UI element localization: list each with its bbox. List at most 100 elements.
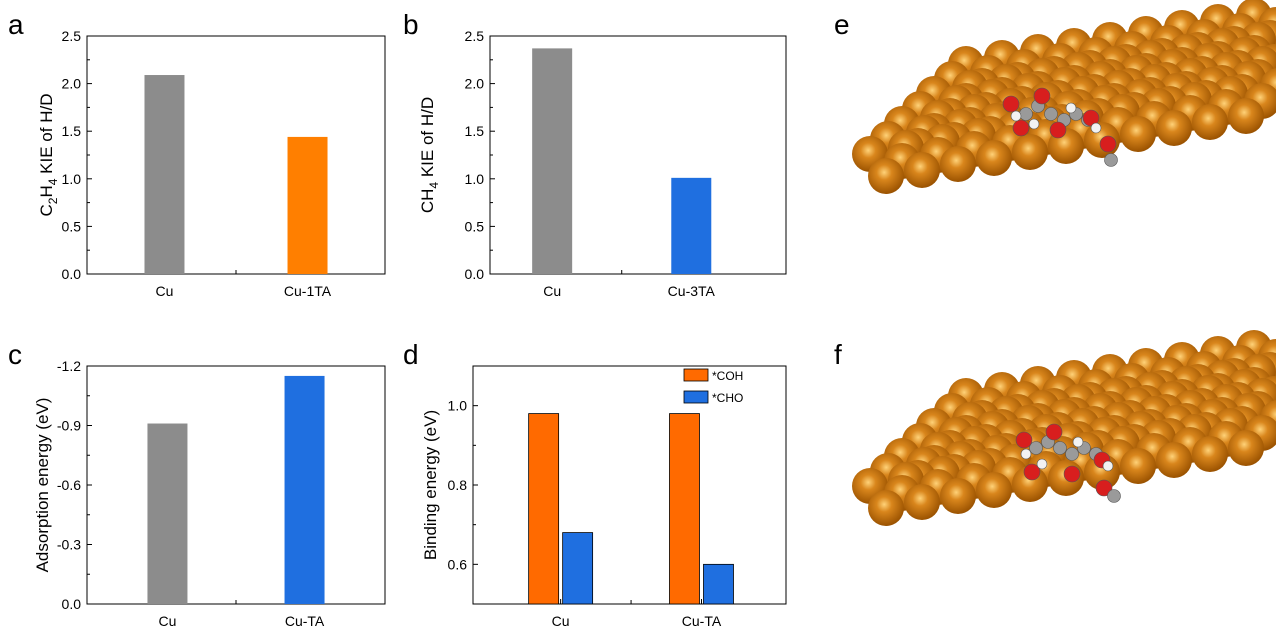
y-tick-label: 2.0 bbox=[465, 76, 485, 92]
y-axis-title: Adsorption energy (eV) bbox=[33, 398, 52, 573]
plot-frame bbox=[86, 35, 386, 275]
cu-atom bbox=[940, 478, 976, 514]
legend-swatch bbox=[683, 390, 709, 404]
bar-cho-cu-ta bbox=[703, 563, 734, 605]
y-tick-label: 0.8 bbox=[448, 477, 468, 493]
legend-label: *CHO bbox=[712, 391, 743, 405]
y-tick-label: 2.5 bbox=[62, 28, 82, 44]
oxygen-atom bbox=[1099, 135, 1117, 153]
bar-coh-cu bbox=[528, 413, 560, 605]
hydrogen-atom bbox=[1065, 102, 1077, 114]
cu-atom bbox=[1192, 104, 1228, 140]
y-tick-label: 0.5 bbox=[465, 218, 485, 234]
oxygen-atom bbox=[1015, 431, 1033, 449]
x-tick-label: Cu bbox=[543, 283, 561, 299]
y-tick-label: 1.0 bbox=[448, 398, 468, 414]
y-tick-label: 1.0 bbox=[465, 171, 485, 187]
bar-cu bbox=[532, 48, 573, 274]
cu-atom bbox=[1156, 110, 1192, 146]
oxygen-atom bbox=[1002, 95, 1020, 113]
x-tick-label: Cu-TA bbox=[682, 613, 722, 629]
hydrogen-atom bbox=[1090, 122, 1102, 134]
y-axis-title: Binding energy (eV) bbox=[421, 410, 440, 560]
carbon-atom bbox=[1104, 153, 1118, 167]
carbon-atom bbox=[1065, 447, 1079, 461]
y-tick-label: 0.0 bbox=[62, 266, 82, 282]
y-tick-label: 0.0 bbox=[62, 596, 82, 612]
cu-atom bbox=[1228, 98, 1264, 134]
y-axis-title: C2H4 KIE of H/D bbox=[37, 94, 60, 217]
y-tick-label: 0.5 bbox=[62, 218, 82, 234]
cu-atom bbox=[904, 152, 940, 188]
chart-c-adsorption-energy: 0.0 -0.3 -0.6 -0.9 -1.2 Cu Cu-TA Adsorption ene… bbox=[33, 358, 386, 629]
x-tick-label: Cu-1TA bbox=[284, 283, 332, 299]
bar-cu bbox=[144, 75, 185, 274]
bar-cho-cu bbox=[562, 532, 594, 605]
cu-atom bbox=[904, 484, 940, 520]
oxygen-atom bbox=[1049, 121, 1067, 139]
oxygen-atom bbox=[1012, 119, 1030, 137]
cu-atom bbox=[940, 146, 976, 182]
panel-letter-f: f bbox=[834, 339, 842, 370]
oxygen-atom bbox=[1095, 479, 1113, 497]
cu-atom bbox=[1228, 430, 1264, 466]
panel-letter-b: b bbox=[403, 9, 419, 40]
oxygen-atom bbox=[1045, 423, 1063, 441]
y-tick-label: -0.9 bbox=[57, 418, 81, 434]
cu-atom bbox=[1192, 436, 1228, 472]
y-tick-label: -0.6 bbox=[57, 477, 81, 493]
cu-atom bbox=[868, 158, 904, 194]
oxygen-atom bbox=[1082, 109, 1100, 127]
oxygen-atom bbox=[1063, 465, 1081, 483]
x-tick-label: Cu-3TA bbox=[668, 283, 716, 299]
bar-coh-cu-ta bbox=[669, 413, 700, 605]
y-tick-label: 0.6 bbox=[448, 556, 468, 572]
legend-label: *COH bbox=[712, 369, 743, 383]
y-tick-label: 2.5 bbox=[465, 28, 485, 44]
hydrogen-atom bbox=[1036, 458, 1048, 470]
oxygen-atom bbox=[1023, 463, 1041, 481]
bar-cu-ta bbox=[284, 375, 325, 604]
chart-d-binding-energy: 0.6 0.8 1.0 Cu Cu-TA Binding energy (eV) *COH *… bbox=[421, 365, 787, 629]
structure-render-f bbox=[852, 330, 1276, 526]
y-tick-label: 0.0 bbox=[465, 266, 485, 282]
hydrogen-atom bbox=[1020, 448, 1032, 460]
x-tick-label: Cu bbox=[156, 283, 174, 299]
oxygen-atom bbox=[1033, 87, 1051, 105]
y-axis-title: CH4 KIE of H/D bbox=[418, 97, 441, 213]
x-tick-label: Cu bbox=[552, 613, 570, 629]
carbon-atom bbox=[1053, 441, 1067, 455]
y-tick-label: -1.2 bbox=[57, 358, 81, 374]
cu-atom bbox=[1012, 134, 1048, 170]
x-tick-label: Cu bbox=[159, 613, 177, 629]
y-tick-label: 1.0 bbox=[62, 171, 82, 187]
legend-swatch bbox=[683, 368, 709, 382]
hydrogen-atom bbox=[1010, 110, 1022, 122]
bar-cu-3ta bbox=[671, 177, 712, 274]
bar-cu bbox=[147, 423, 188, 604]
hydrogen-atom bbox=[1102, 460, 1114, 472]
bar-cu-1ta bbox=[287, 136, 328, 274]
x-tick-label: Cu-TA bbox=[285, 613, 325, 629]
chart-b-ch4-kie: 0.0 0.5 1.0 1.5 2.0 2.5 Cu Cu-3TA CH4 KIE of H/D bbox=[418, 28, 787, 299]
cu-atom bbox=[1120, 116, 1156, 152]
y-tick-label: 1.5 bbox=[465, 123, 485, 139]
carbon-atom bbox=[1029, 441, 1043, 455]
chart-a-c2h4-kie: 0.0 0.5 1.0 1.5 2.0 2.5 Cu Cu-1TA C2H4 KIE of H/… bbox=[37, 28, 386, 299]
cu-atom bbox=[868, 490, 904, 526]
panel-letter-e: e bbox=[834, 9, 850, 40]
y-tick-label: 1.5 bbox=[62, 123, 82, 139]
plot-frame bbox=[86, 365, 386, 605]
panel-letter-c: c bbox=[8, 339, 22, 370]
carbon-atom bbox=[1019, 107, 1033, 121]
carbon-atom bbox=[1107, 489, 1121, 503]
cu-atom bbox=[1156, 442, 1192, 478]
cu-atom bbox=[976, 472, 1012, 508]
panel-letter-a: a bbox=[8, 9, 24, 40]
hydrogen-atom bbox=[1028, 118, 1040, 130]
y-tick-label: 2.0 bbox=[62, 76, 82, 92]
hydrogen-atom bbox=[1072, 436, 1084, 448]
structure-render-e bbox=[852, 0, 1276, 194]
cu-atom bbox=[1120, 448, 1156, 484]
